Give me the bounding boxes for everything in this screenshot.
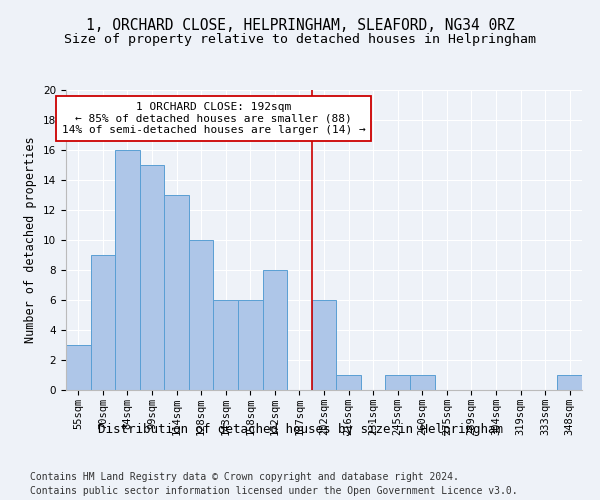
Text: Contains public sector information licensed under the Open Government Licence v3: Contains public sector information licen… — [30, 486, 518, 496]
Bar — [263, 270, 287, 390]
Bar — [189, 240, 214, 390]
Bar — [91, 255, 115, 390]
Bar — [115, 150, 140, 390]
Bar — [385, 375, 410, 390]
Bar — [557, 375, 582, 390]
Text: Contains HM Land Registry data © Crown copyright and database right 2024.: Contains HM Land Registry data © Crown c… — [30, 472, 459, 482]
Bar — [140, 165, 164, 390]
Bar — [336, 375, 361, 390]
Y-axis label: Number of detached properties: Number of detached properties — [25, 136, 37, 344]
Text: 1, ORCHARD CLOSE, HELPRINGHAM, SLEAFORD, NG34 0RZ: 1, ORCHARD CLOSE, HELPRINGHAM, SLEAFORD,… — [86, 18, 514, 32]
Bar — [312, 300, 336, 390]
Text: Distribution of detached houses by size in Helpringham: Distribution of detached houses by size … — [97, 422, 503, 436]
Bar — [410, 375, 434, 390]
Bar — [214, 300, 238, 390]
Bar — [238, 300, 263, 390]
Bar — [164, 195, 189, 390]
Text: Size of property relative to detached houses in Helpringham: Size of property relative to detached ho… — [64, 32, 536, 46]
Text: 1 ORCHARD CLOSE: 192sqm
← 85% of detached houses are smaller (88)
14% of semi-de: 1 ORCHARD CLOSE: 192sqm ← 85% of detache… — [62, 102, 365, 135]
Bar — [66, 345, 91, 390]
